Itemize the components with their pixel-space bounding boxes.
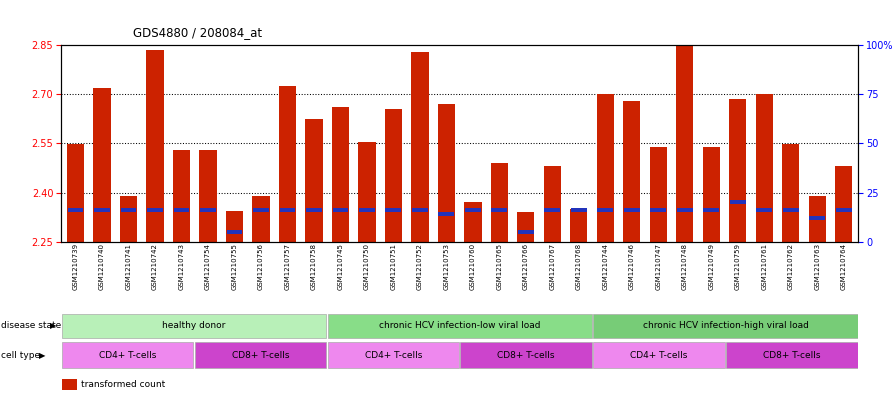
- Bar: [702, 147, 720, 242]
- Bar: [411, 52, 428, 242]
- Bar: [174, 208, 189, 212]
- Bar: [593, 314, 857, 338]
- Bar: [121, 208, 136, 212]
- Text: CD8+ T-cells: CD8+ T-cells: [231, 351, 289, 360]
- Bar: [328, 314, 591, 338]
- Bar: [358, 142, 375, 242]
- Bar: [62, 342, 193, 368]
- Bar: [306, 208, 322, 212]
- Bar: [593, 342, 725, 368]
- Bar: [650, 208, 667, 212]
- Bar: [412, 208, 427, 212]
- Bar: [571, 208, 587, 212]
- Bar: [63, 379, 77, 390]
- Text: transformed count: transformed count: [82, 380, 166, 389]
- Bar: [120, 196, 137, 242]
- Bar: [461, 342, 591, 368]
- Bar: [518, 230, 534, 234]
- Bar: [199, 150, 217, 242]
- Bar: [624, 101, 641, 242]
- Text: CD4+ T-cells: CD4+ T-cells: [630, 351, 688, 360]
- Bar: [756, 208, 772, 212]
- Bar: [147, 208, 163, 212]
- Bar: [359, 208, 375, 212]
- Bar: [332, 107, 349, 242]
- Bar: [492, 208, 507, 212]
- Bar: [328, 342, 459, 368]
- Bar: [809, 216, 825, 220]
- Text: CD8+ T-cells: CD8+ T-cells: [497, 351, 555, 360]
- Bar: [676, 46, 694, 242]
- Bar: [545, 208, 560, 212]
- Bar: [730, 200, 745, 204]
- Text: CD4+ T-cells: CD4+ T-cells: [365, 351, 422, 360]
- Bar: [62, 314, 326, 338]
- Text: cell type: cell type: [1, 351, 40, 360]
- Bar: [200, 208, 216, 212]
- Bar: [544, 166, 561, 242]
- Bar: [280, 208, 296, 212]
- Bar: [194, 342, 326, 368]
- Bar: [146, 50, 164, 242]
- Bar: [809, 196, 826, 242]
- Bar: [438, 104, 455, 242]
- Bar: [491, 163, 508, 242]
- Text: ▶: ▶: [39, 351, 46, 360]
- Bar: [332, 208, 349, 212]
- Text: healthy donor: healthy donor: [162, 321, 226, 330]
- Bar: [93, 88, 110, 242]
- Bar: [67, 144, 84, 242]
- Bar: [173, 150, 190, 242]
- Bar: [279, 86, 296, 242]
- Bar: [67, 208, 83, 212]
- Bar: [227, 230, 243, 234]
- Text: chronic HCV infection-low viral load: chronic HCV infection-low viral load: [379, 321, 540, 330]
- Bar: [385, 208, 401, 212]
- Bar: [836, 208, 852, 212]
- Bar: [517, 212, 535, 242]
- Bar: [306, 119, 323, 242]
- Bar: [253, 208, 269, 212]
- Bar: [703, 208, 719, 212]
- Text: disease state: disease state: [1, 321, 61, 330]
- Bar: [570, 209, 588, 242]
- Bar: [438, 212, 454, 216]
- Bar: [782, 144, 799, 242]
- Bar: [465, 208, 481, 212]
- Text: chronic HCV infection-high viral load: chronic HCV infection-high viral load: [642, 321, 808, 330]
- Bar: [226, 211, 243, 242]
- Bar: [676, 208, 693, 212]
- Bar: [597, 94, 614, 242]
- Bar: [650, 147, 667, 242]
- Bar: [598, 208, 613, 212]
- Bar: [727, 342, 857, 368]
- Text: GDS4880 / 208084_at: GDS4880 / 208084_at: [133, 26, 262, 39]
- Bar: [783, 208, 798, 212]
- Bar: [253, 196, 270, 242]
- Bar: [464, 202, 481, 242]
- Bar: [755, 94, 773, 242]
- Text: ▶: ▶: [50, 321, 56, 330]
- Bar: [384, 109, 402, 242]
- Bar: [624, 208, 640, 212]
- Bar: [729, 99, 746, 242]
- Text: CD4+ T-cells: CD4+ T-cells: [99, 351, 156, 360]
- Bar: [835, 166, 852, 242]
- Text: CD8+ T-cells: CD8+ T-cells: [763, 351, 821, 360]
- Bar: [94, 208, 110, 212]
